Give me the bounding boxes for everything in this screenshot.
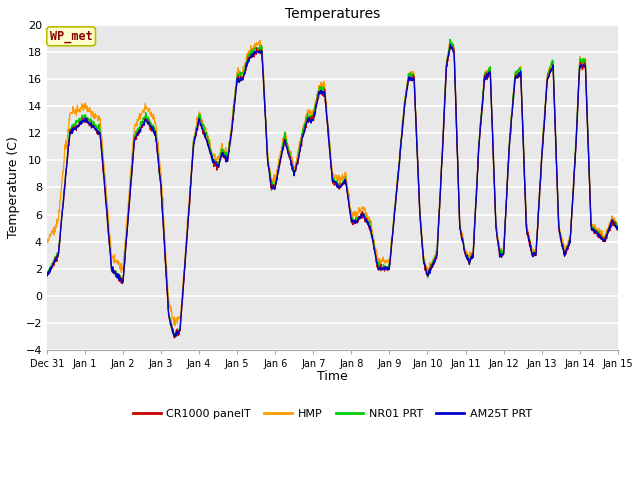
Y-axis label: Temperature (C): Temperature (C)	[7, 136, 20, 239]
Title: Temperatures: Temperatures	[285, 7, 380, 21]
X-axis label: Time: Time	[317, 371, 348, 384]
Text: WP_met: WP_met	[50, 30, 92, 43]
Legend: CR1000 panelT, HMP, NR01 PRT, AM25T PRT: CR1000 panelT, HMP, NR01 PRT, AM25T PRT	[128, 404, 536, 423]
